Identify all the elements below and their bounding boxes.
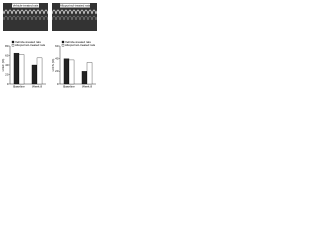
y-tick-label: 0 bbox=[57, 82, 59, 86]
bar bbox=[68, 59, 75, 85]
x-tick-label: Week 8 bbox=[82, 84, 92, 88]
legend-label: Allopurinol-treated rats bbox=[65, 43, 96, 47]
legend-label: Allopurinol-treated rats bbox=[15, 43, 46, 47]
x-tick-label: Baseline bbox=[63, 84, 75, 88]
legend-label: Vehicle-treated rats bbox=[65, 40, 91, 44]
y-tick-label: 20 bbox=[5, 72, 9, 76]
bar bbox=[63, 58, 70, 85]
y-tick-label: 80 bbox=[5, 44, 9, 48]
panel-label: Vehicle-treated rats bbox=[13, 3, 39, 7]
y-tick-label: 40 bbox=[5, 63, 9, 67]
x-tick-label: Baseline bbox=[13, 84, 25, 88]
y-tick-label: 0 bbox=[7, 82, 9, 86]
legend-swatch bbox=[61, 40, 65, 44]
legend-label: Vehicle-treated rats bbox=[15, 40, 41, 44]
bar bbox=[31, 64, 38, 85]
legend-swatch bbox=[61, 44, 65, 47]
bar bbox=[86, 62, 93, 85]
label-box bbox=[12, 3, 39, 8]
legend-swatch bbox=[11, 44, 15, 47]
echo-image bbox=[3, 3, 48, 31]
label-box bbox=[60, 3, 90, 8]
y-tick-label: 60 bbox=[5, 53, 9, 57]
y-tick-label: 20 bbox=[55, 69, 59, 73]
y-axis-label: LVFS (%) bbox=[51, 59, 55, 72]
y-tick-label: 60 bbox=[55, 44, 59, 48]
legend-swatch bbox=[11, 40, 15, 44]
bar bbox=[81, 71, 88, 85]
bar bbox=[36, 57, 43, 85]
figure: Vehicle-treated rats Allopurinol-treated… bbox=[1, 3, 97, 88]
bar bbox=[13, 52, 20, 85]
y-tick-label: 40 bbox=[55, 56, 59, 60]
bar bbox=[18, 54, 25, 85]
y-axis-label: LVEF (%) bbox=[1, 59, 5, 72]
panel-label: Allopurinol-treated rats bbox=[60, 3, 91, 7]
echo-image bbox=[52, 3, 97, 31]
x-tick-label: Week 8 bbox=[32, 84, 42, 88]
